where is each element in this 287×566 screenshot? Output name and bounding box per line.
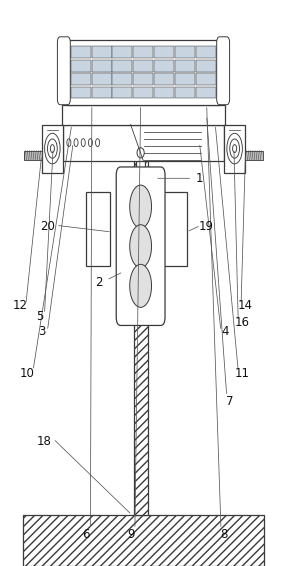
Circle shape xyxy=(130,185,152,228)
Bar xyxy=(196,46,216,58)
Text: 3: 3 xyxy=(38,325,45,337)
FancyBboxPatch shape xyxy=(57,37,70,105)
Bar xyxy=(92,46,112,58)
Bar xyxy=(245,151,263,160)
Bar xyxy=(24,151,42,160)
Ellipse shape xyxy=(137,148,144,158)
Bar xyxy=(133,87,153,98)
Text: 18: 18 xyxy=(37,435,52,448)
Bar xyxy=(134,45,148,515)
Bar xyxy=(175,46,195,58)
Bar xyxy=(92,73,112,85)
Bar xyxy=(113,87,133,98)
Bar xyxy=(71,73,91,85)
Bar xyxy=(67,40,220,105)
Circle shape xyxy=(130,225,152,268)
Bar xyxy=(113,73,133,85)
Text: 16: 16 xyxy=(235,316,250,329)
Text: 11: 11 xyxy=(235,367,250,380)
Text: 6: 6 xyxy=(82,529,90,541)
Bar xyxy=(196,60,216,72)
Bar xyxy=(133,73,153,85)
Bar xyxy=(113,46,133,58)
Bar xyxy=(71,60,91,72)
Text: 7: 7 xyxy=(226,396,233,408)
Bar xyxy=(63,125,224,161)
Bar xyxy=(133,46,153,58)
Bar xyxy=(196,87,216,98)
Bar xyxy=(224,125,245,173)
Bar xyxy=(113,60,133,72)
Bar xyxy=(154,60,174,72)
Bar xyxy=(154,87,174,98)
Bar xyxy=(196,73,216,85)
Text: 2: 2 xyxy=(95,277,103,289)
Text: 9: 9 xyxy=(127,529,134,541)
Bar xyxy=(162,192,187,266)
Text: 5: 5 xyxy=(36,311,44,323)
Bar xyxy=(62,105,225,125)
Text: 1: 1 xyxy=(196,172,203,185)
Text: 19: 19 xyxy=(199,220,214,233)
Text: 12: 12 xyxy=(13,299,28,312)
Text: 14: 14 xyxy=(238,299,253,312)
Text: 10: 10 xyxy=(20,367,35,380)
Bar xyxy=(154,73,174,85)
Bar xyxy=(175,73,195,85)
Bar xyxy=(92,60,112,72)
Bar xyxy=(154,46,174,58)
Bar xyxy=(92,87,112,98)
Circle shape xyxy=(130,264,152,307)
Text: 4: 4 xyxy=(222,325,229,337)
Bar xyxy=(71,87,91,98)
Text: 8: 8 xyxy=(220,529,228,541)
Bar xyxy=(133,60,153,72)
Bar xyxy=(175,60,195,72)
Bar xyxy=(42,125,63,173)
Bar xyxy=(71,46,91,58)
Bar xyxy=(136,158,145,178)
Bar xyxy=(175,87,195,98)
FancyBboxPatch shape xyxy=(116,167,165,325)
FancyBboxPatch shape xyxy=(217,37,230,105)
Text: 20: 20 xyxy=(40,220,55,233)
Bar xyxy=(23,515,264,566)
Bar xyxy=(86,192,110,266)
